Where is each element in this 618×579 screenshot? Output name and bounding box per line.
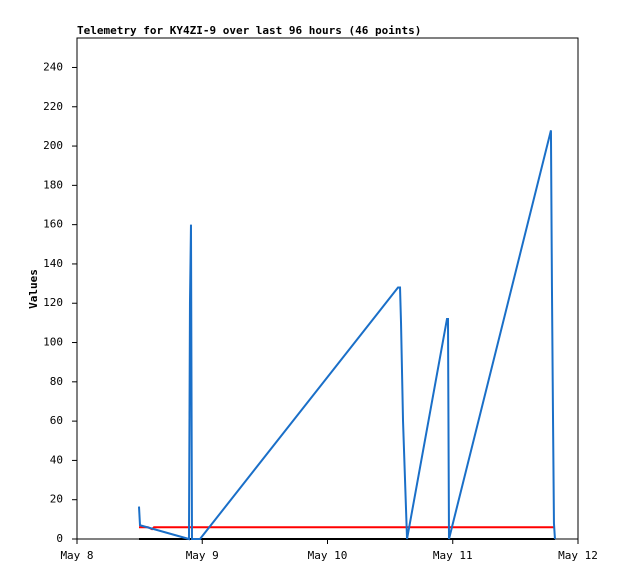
y-tick-label: 180 (43, 178, 63, 191)
x-tick-label: May 8 (60, 549, 93, 562)
y-tick-label: 120 (43, 296, 63, 309)
y-tick-label: 40 (50, 453, 63, 466)
y-tick-label: 80 (50, 375, 63, 388)
x-tick-label: May 11 (433, 549, 473, 562)
y-tick-label: 160 (43, 218, 63, 231)
x-tick-label: May 10 (308, 549, 348, 562)
y-tick-label: 140 (43, 257, 63, 270)
y-tick-label: 20 (50, 493, 63, 506)
y-tick-label: 240 (43, 60, 63, 73)
y-tick-label: 220 (43, 100, 63, 113)
x-tick-label: May 12 (558, 549, 598, 562)
y-tick-label: 200 (43, 139, 63, 152)
chart-title: Telemetry for KY4ZI-9 over last 96 hours… (77, 24, 421, 37)
plot-area (76, 37, 579, 540)
series-line (138, 130, 556, 541)
y-tick-label: 0 (56, 532, 63, 545)
y-tick-label: 60 (50, 414, 63, 427)
y-tick-label: 100 (43, 336, 63, 349)
x-tick-label: May 9 (186, 549, 219, 562)
y-axis-label: Values (27, 269, 40, 309)
